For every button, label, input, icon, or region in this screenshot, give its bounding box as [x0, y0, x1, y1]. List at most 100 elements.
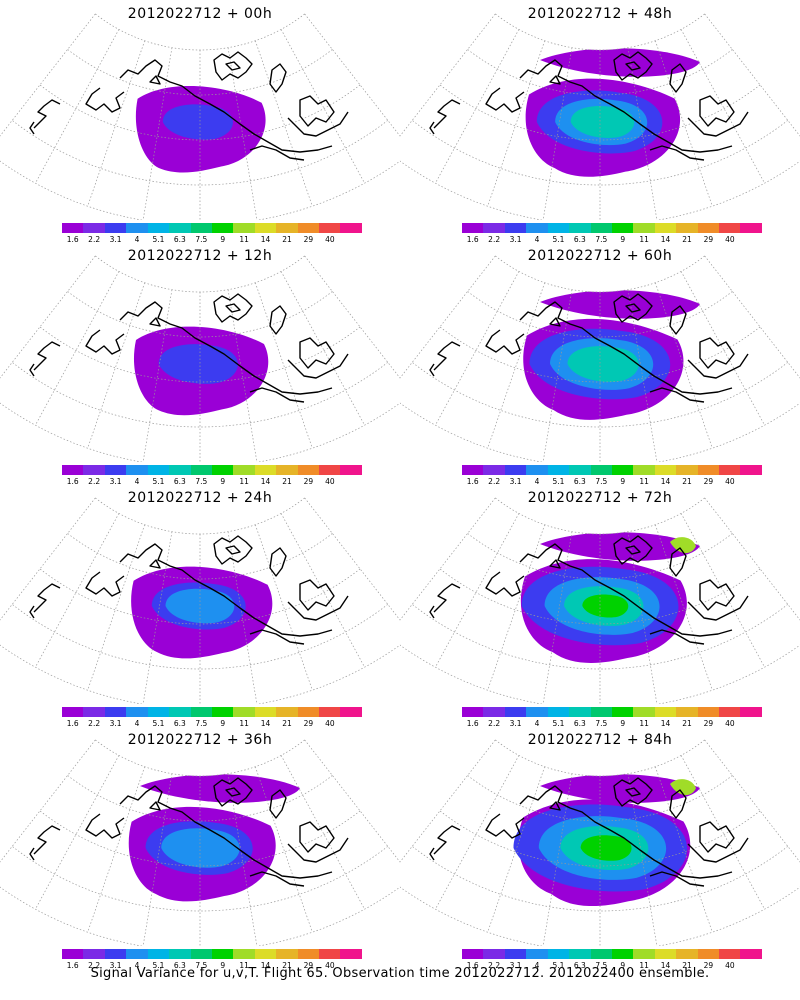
- panel-title: 2012022712 + 48h: [527, 6, 673, 22]
- colorbar-labels: 1.6 2.2 3.1 4 5.1 6.3 7.5 9 11 14 21 29 40: [450, 961, 750, 971]
- colorbar-swatch: [104, 465, 127, 475]
- figure-caption: Signal Variance for u,v,T. Flight 65. Ob…: [90, 966, 710, 981]
- meridian-line: [400, 739, 496, 863]
- latitude-line: [39, 84, 361, 141]
- field-contour: [158, 344, 238, 384]
- meridian-line: [304, 497, 400, 621]
- field-contour: [567, 346, 639, 382]
- latitude-line: [439, 326, 761, 383]
- map-panel: 2012022712 + 36h 1.6 2.2 3.1 4 5.1 6.3 7.5 9 11 14…: [0, 726, 400, 970]
- coastline: [29, 847, 35, 861]
- colorbar-swatch: [740, 223, 762, 233]
- coastline: [85, 813, 125, 839]
- meridian-line: [704, 255, 800, 379]
- field-contour: [670, 779, 696, 796]
- colorbar-swatch: [211, 223, 234, 233]
- field-contour: [570, 106, 635, 138]
- coastline: [613, 293, 653, 323]
- coastline: [687, 837, 749, 863]
- colorbar-swatch: [547, 949, 570, 959]
- colorbar-swatch: [504, 465, 527, 475]
- colorbar-label: 11: [239, 477, 249, 486]
- colorbar: [62, 223, 362, 233]
- latitude-line: [95, 739, 305, 777]
- coastline: [549, 801, 561, 811]
- colorbar-label: 5.1: [152, 961, 165, 970]
- colorbar-label: 5.1: [552, 477, 565, 486]
- graticule: [0, 739, 400, 946]
- colorbar-swatch: [719, 465, 741, 475]
- map-panel: 2012022712 + 12h 1.6 2.2 3.1 4 5.1 6.3 7.5 9 11 14…: [0, 242, 400, 486]
- colorbar: [62, 465, 362, 475]
- coastline: [613, 777, 653, 807]
- colorbar-label: 9: [620, 235, 626, 244]
- field-contour: [165, 588, 235, 624]
- colorbar-label: 1.6: [66, 235, 79, 244]
- colorbar-label: 3.1: [509, 477, 522, 486]
- coastline: [269, 547, 287, 577]
- coastline: [549, 559, 561, 569]
- colorbar-swatch: [340, 465, 362, 475]
- colorbar-label: 6.3: [173, 235, 186, 244]
- colorbar-label: 11: [639, 719, 649, 728]
- colorbar-swatch: [276, 949, 298, 959]
- field-contour: [540, 48, 700, 77]
- colorbar-label: 11: [639, 477, 649, 486]
- meridian-line: [142, 531, 173, 704]
- colorbar-swatch: [276, 465, 298, 475]
- colorbar-swatch: [190, 223, 212, 233]
- panel-title: 2012022712 + 12h: [127, 248, 273, 264]
- colorbar: [62, 707, 362, 717]
- colorbar-label: 7.5: [595, 961, 608, 970]
- colorbar-swatch: [719, 949, 741, 959]
- map-panel: 2012022712 + 60h 1.6 2.2 3.1 4 5.1 6.3 7.5 9 11 14…: [400, 242, 800, 486]
- colorbar-label: 40: [325, 477, 335, 486]
- colorbar-swatch: [126, 707, 148, 717]
- meridian-line: [400, 497, 496, 621]
- meridian-line: [627, 531, 658, 704]
- map-panel: 2012022712 + 00h 1.6 2.2 3.1 4 5.1 6.3 7.5 9 11 14…: [0, 0, 400, 244]
- colorbar-swatch: [654, 707, 677, 717]
- colorbar-label: 11: [239, 719, 249, 728]
- coastline: [299, 95, 335, 127]
- latitude-line: [439, 84, 761, 141]
- colorbar-label: 3.1: [509, 719, 522, 728]
- meridian-line: [142, 773, 173, 946]
- colorbar-swatch: [319, 707, 341, 717]
- meridian-line: [655, 40, 713, 207]
- colorbar-swatch: [233, 223, 255, 233]
- coastline: [485, 87, 525, 113]
- colorbar-label: 1.6: [66, 719, 79, 728]
- colorbar-label: 21: [682, 719, 692, 728]
- latitude-line: [467, 291, 733, 338]
- colorbar-label: 2.2: [88, 477, 101, 486]
- meridian-line: [487, 282, 545, 449]
- meridian-line: [304, 739, 400, 863]
- colorbar-swatch: [126, 223, 148, 233]
- panel-title: 2012022712 + 00h: [127, 6, 273, 22]
- colorbar-label: 9: [220, 719, 226, 728]
- colorbar-swatch: [676, 949, 698, 959]
- colorbar-label: 4: [534, 235, 540, 244]
- colorbar-swatch: [697, 707, 720, 717]
- meridian-line: [0, 255, 96, 379]
- meridian-line: [542, 47, 573, 220]
- coastline: [625, 787, 641, 797]
- colorbar-label: 40: [325, 961, 335, 970]
- colorbar-label: 7.5: [195, 477, 208, 486]
- coastline: [287, 595, 349, 621]
- meridian-line: [627, 47, 658, 220]
- coastline: [119, 785, 333, 879]
- coastline: [649, 629, 705, 645]
- colorbar-label: 3.1: [109, 961, 122, 970]
- colorbar-label: 2.2: [488, 961, 501, 970]
- colorbar-swatch: [569, 223, 591, 233]
- panel-title: 2012022712 + 24h: [127, 490, 273, 506]
- field-contour: [540, 774, 700, 803]
- colorbar-label: 6.3: [173, 719, 186, 728]
- meridian-line: [487, 40, 545, 207]
- field-layer: [525, 48, 700, 177]
- colorbar-label: 3.1: [509, 961, 522, 970]
- colorbar-label: 5.1: [552, 235, 565, 244]
- meridian-line: [227, 289, 258, 462]
